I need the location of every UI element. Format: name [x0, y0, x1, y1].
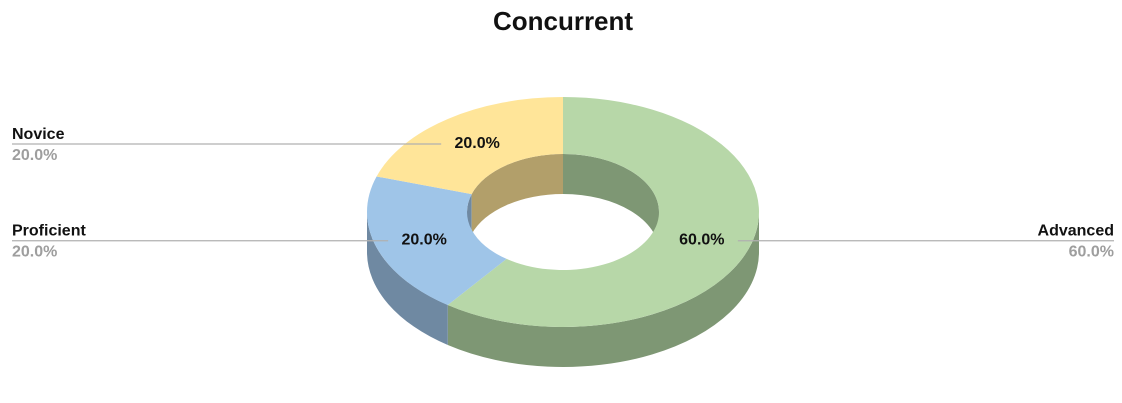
category-label-proficient: Proficient	[12, 223, 86, 240]
chart-title: Concurrent	[493, 6, 633, 36]
slice-tops	[367, 97, 759, 327]
callout-labels: 60.0% Advanced 60.0% 20.0% Proficient 20.0% 20…	[12, 126, 1114, 261]
inner-wall-advanced	[563, 154, 659, 252]
outer-wall-advanced	[447, 212, 759, 367]
slice-novice	[376, 97, 563, 195]
outer-wall-proficient	[367, 212, 448, 346]
data-label-novice: 20.0%	[454, 135, 499, 152]
category-percent-advanced: 60.0%	[1069, 244, 1114, 261]
category-percent-proficient: 20.0%	[12, 244, 57, 261]
inner-wall-novice	[471, 154, 563, 235]
slice-advanced	[447, 97, 759, 327]
slice-sides-front	[367, 212, 759, 367]
data-label-proficient: 20.0%	[401, 232, 446, 249]
slice-proficient	[367, 176, 507, 306]
category-percent-novice: 20.0%	[12, 147, 57, 164]
data-label-advanced: 60.0%	[679, 232, 724, 249]
category-label-novice: Novice	[12, 126, 65, 143]
category-label-advanced: Advanced	[1038, 223, 1114, 240]
